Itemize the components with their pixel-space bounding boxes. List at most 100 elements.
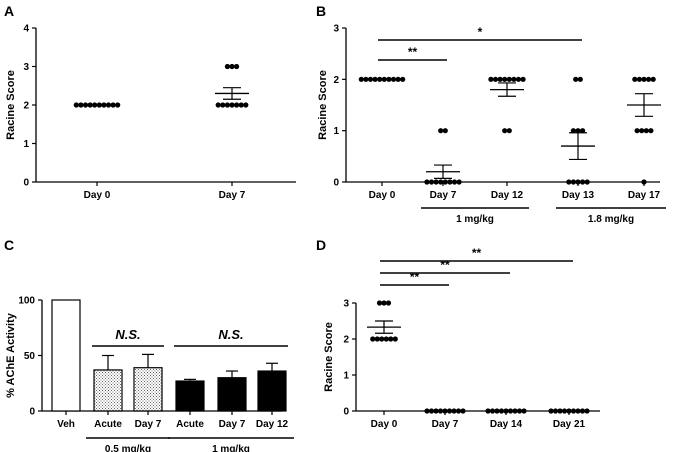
data-point: [438, 179, 444, 185]
data-point: [641, 76, 647, 82]
bar: [93, 369, 123, 412]
data-point: [502, 128, 508, 134]
y-tick-label: 3: [23, 62, 29, 73]
panel-d-chart: 0 1 2 3 Racine Score Day 0 Day 7 Day 14 Day 21 **…: [323, 246, 600, 430]
data-point: [584, 179, 590, 185]
data-point: [428, 179, 435, 185]
y-tick-label: 0: [333, 178, 339, 189]
data-point: [388, 336, 394, 342]
significance-label: **: [440, 258, 450, 272]
data-point: [636, 76, 643, 82]
data-point: [438, 128, 444, 134]
x-tick-label: Day 7: [219, 190, 246, 201]
data-point: [641, 179, 647, 185]
y-axis-label: Racine Score: [317, 70, 329, 140]
x-tick-label: Acute: [94, 419, 122, 430]
y-tick-label: 2: [333, 75, 339, 86]
y-tick-label: 2: [23, 101, 29, 112]
significance-label: N.S.: [218, 327, 243, 342]
data-point: [648, 128, 654, 134]
y-axis-label: Racine Score: [323, 322, 335, 392]
x-tick-label: Day 12: [256, 419, 289, 430]
x-tick-label: Day 0: [84, 190, 111, 201]
panel-c-chart: 0 50 100% AChE Activity Veh Acute Day 7 Acute D…: [5, 296, 294, 452]
data-point: [634, 128, 640, 134]
data-point: [492, 76, 499, 82]
data-point: [229, 102, 235, 108]
data-point: [215, 102, 221, 108]
bar: [51, 299, 81, 412]
data-point: [451, 179, 458, 185]
data-point: [485, 408, 491, 414]
group-label: 1 mg/kg: [456, 214, 494, 225]
data-point: [460, 408, 466, 414]
group-label: 0.5 mg/kg: [105, 444, 151, 452]
data-point: [506, 128, 512, 134]
bar: [175, 380, 205, 412]
data-point: [433, 179, 439, 185]
significance-label: **: [410, 270, 420, 284]
data-point: [381, 300, 387, 306]
data-point: [643, 128, 649, 134]
significance-label: *: [478, 25, 483, 39]
data-point: [383, 336, 389, 342]
x-tick-label: Day 13: [562, 190, 595, 201]
x-tick-label: Day 7: [432, 419, 459, 430]
data-point: [566, 179, 572, 185]
data-point: [442, 179, 448, 185]
data-point: [639, 128, 645, 134]
panel-label-a: A: [4, 3, 14, 19]
data-point: [497, 76, 503, 82]
bar: [217, 377, 247, 412]
y-tick-label: 0: [343, 407, 349, 418]
data-point: [456, 179, 462, 185]
y-tick-label: 0: [23, 178, 29, 189]
x-tick-label: Day 7: [135, 419, 162, 430]
data-point: [573, 76, 579, 82]
data-point: [520, 76, 526, 82]
data-point: [575, 179, 581, 185]
data-point: [392, 336, 398, 342]
data-point: [224, 63, 230, 70]
y-tick-label: 0: [29, 407, 35, 418]
panel-b-chart: 0 1 2 3 Racine Score Day 0 Day 7 Day 12 Day 13 Da…: [317, 24, 666, 225]
y-tick-label: 2: [343, 335, 349, 346]
data-point: [570, 128, 577, 134]
data-point: [234, 102, 240, 108]
data-point: [115, 102, 121, 108]
data-point: [400, 76, 406, 82]
data-point: [229, 63, 235, 70]
y-tick-label: 3: [333, 24, 339, 35]
data-point: [424, 179, 430, 185]
data-point: [650, 76, 656, 82]
data-point: [374, 336, 380, 342]
data-point: [521, 408, 527, 414]
group-label: 1 mg/kg: [212, 444, 250, 452]
x-tick-label: Veh: [57, 419, 75, 430]
x-tick-label: Day 7: [430, 190, 457, 201]
y-tick-label: 50: [24, 351, 36, 362]
y-tick-label: 1: [333, 126, 339, 137]
x-tick-label: Acute: [176, 419, 204, 430]
panel-label-c: C: [4, 237, 14, 253]
data-point: [385, 300, 392, 306]
significance-label: N.S.: [115, 327, 140, 342]
y-tick-label: 100: [18, 296, 35, 307]
y-tick-label: 1: [343, 371, 349, 382]
x-tick-label: Day 7: [219, 419, 246, 430]
bar: [257, 370, 287, 412]
significance-label: **: [408, 45, 418, 59]
data-point: [224, 102, 230, 108]
y-tick-label: 4: [23, 24, 29, 35]
data-point: [580, 179, 586, 185]
data-point: [548, 408, 554, 414]
data-point: [358, 76, 364, 82]
data-point: [370, 336, 376, 342]
data-point: [243, 102, 249, 108]
data-point: [424, 408, 430, 414]
y-tick-label: 1: [23, 139, 29, 150]
data-point: [506, 76, 512, 82]
panel-label-d: D: [316, 237, 326, 253]
y-axis-label: Racine Score: [5, 70, 17, 140]
